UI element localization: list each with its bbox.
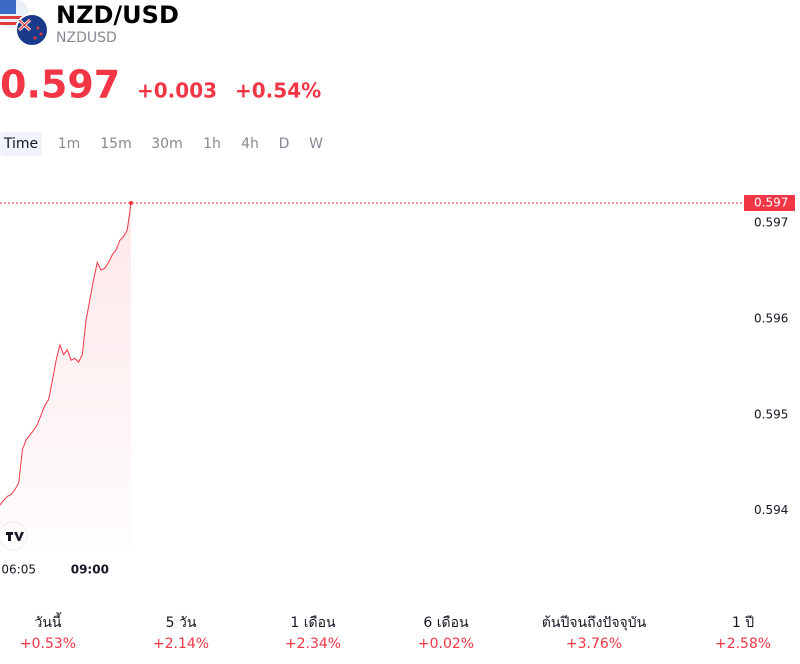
y-tick-label: 0.595	[754, 407, 788, 421]
symbol-code: NZDUSD	[56, 30, 117, 46]
y-tick-label: 0.597	[754, 216, 788, 230]
timeframe-button[interactable]: W	[309, 136, 323, 152]
period-label[interactable]: 6 เดือน	[423, 615, 469, 631]
period-change: +2.14%	[153, 636, 209, 652]
period-change: +3.76%	[566, 636, 622, 652]
line	[0, 202, 132, 506]
period-label[interactable]: ต้นปีจนถึงปัจจุบัน	[542, 615, 647, 631]
price-tag-label: 0.597	[754, 196, 788, 210]
timeframe-button[interactable]: D	[279, 136, 290, 152]
period-label[interactable]: วันนี้	[34, 612, 62, 631]
period-change: +0.02%	[418, 636, 474, 652]
flag-icon	[0, 0, 49, 47]
area	[0, 203, 131, 550]
timeframe-selected-bg	[0, 132, 42, 156]
price: 0.597	[0, 63, 120, 107]
period-change: +0.53%	[20, 636, 76, 652]
period-change: +2.58%	[715, 636, 771, 652]
x-tick-label: 09:00	[71, 563, 109, 577]
period-label[interactable]: 1 ปี	[732, 615, 754, 631]
price-tag	[744, 195, 795, 212]
timeframe-button[interactable]: 1h	[203, 136, 221, 152]
change-percent: +0.54%	[235, 79, 321, 103]
period-label[interactable]: 5 วัน	[166, 615, 197, 631]
timeframe-button[interactable]: 30m	[151, 136, 182, 152]
period-label[interactable]: 1 เดือน	[290, 615, 336, 631]
y-tick-label: 0.596	[754, 311, 788, 325]
last-point	[129, 201, 133, 206]
timeframe-button[interactable]: Time	[3, 136, 38, 152]
timeframe-button[interactable]: 15m	[100, 136, 131, 152]
timeframe-button[interactable]: 1m	[58, 136, 81, 152]
timeframe-button[interactable]: 4h	[241, 136, 259, 152]
period-change: +2.34%	[285, 636, 341, 652]
change: +0.003	[137, 79, 217, 103]
y-tick-label: 0.594	[754, 503, 788, 517]
symbol: NZD/USD	[56, 1, 179, 29]
x-tick-label: 06:05	[1, 563, 36, 577]
